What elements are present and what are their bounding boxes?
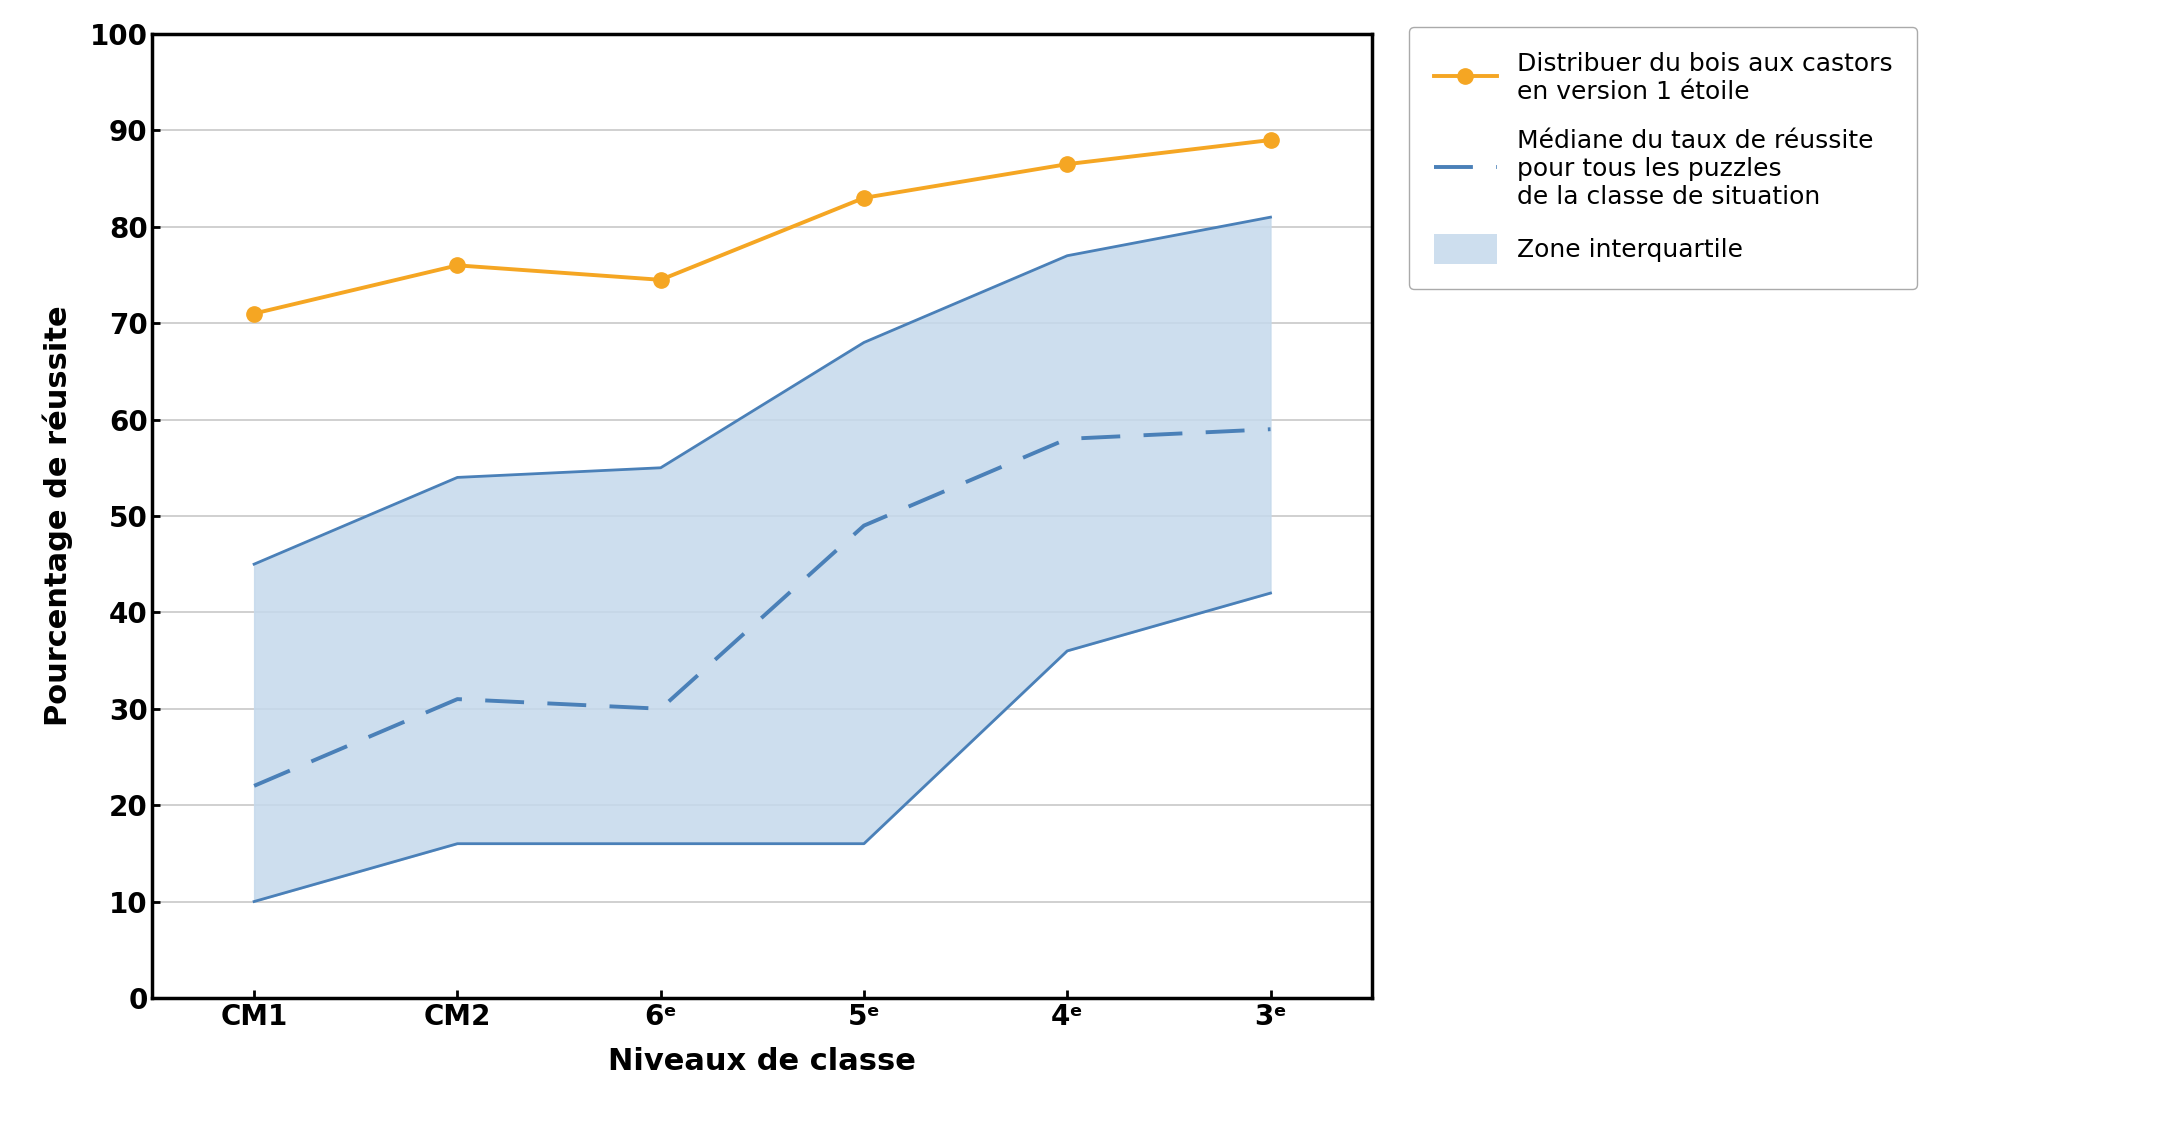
Y-axis label: Pourcentage de réussite: Pourcentage de réussite bbox=[41, 306, 72, 726]
Legend: Distribuer du bois aux castors
en version 1 étoile, Médiane du taux de réussite
: Distribuer du bois aux castors en versio… bbox=[1409, 27, 1917, 289]
X-axis label: Niveaux de classe: Niveaux de classe bbox=[608, 1048, 917, 1076]
